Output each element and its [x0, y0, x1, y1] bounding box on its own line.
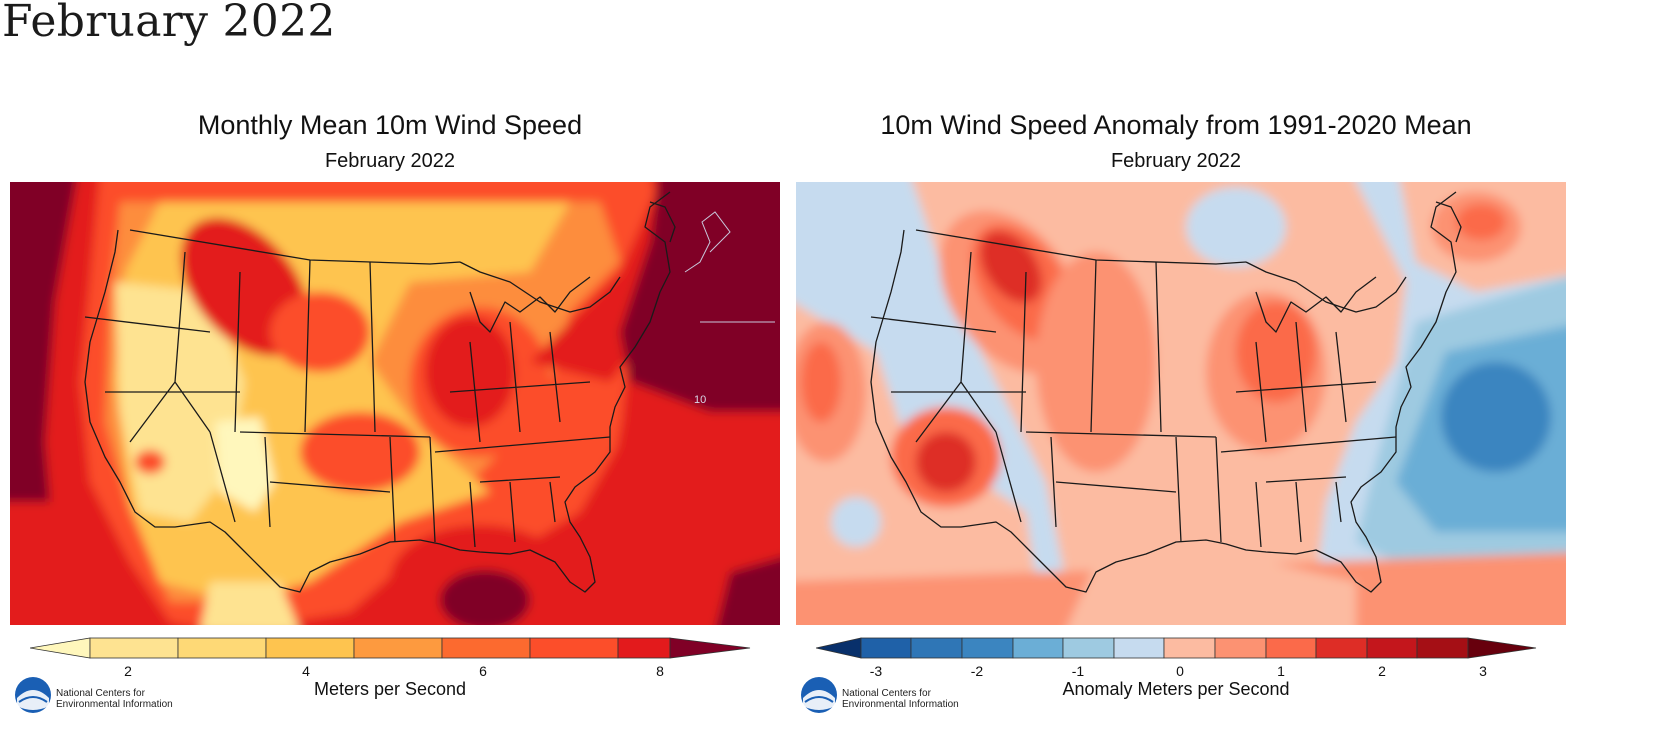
colorbar — [30, 633, 755, 663]
org-line-2: Environmental Information — [56, 699, 173, 710]
colorbar-tick: -3 — [869, 663, 883, 679]
map-subtitle: February 2022 — [1110, 150, 1242, 172]
colorbar-units-label: Anomaly Meters per Second — [1062, 679, 1290, 699]
colorbar — [816, 633, 1541, 663]
page-title: February 2022 — [2, 0, 336, 47]
org-line-1: National Centers for — [56, 688, 145, 699]
wind-speed-map-panel: Monthly Mean 10m Wind Speed February 202… — [0, 100, 780, 754]
colorbar-tick: -2 — [970, 663, 984, 679]
map-title: 10m Wind Speed Anomaly from 1991-2020 Me… — [880, 110, 1472, 140]
contour-label: 10 — [694, 394, 707, 406]
wind-anomaly-map — [796, 182, 1566, 625]
colorbar-units-label: Meters per Second — [313, 679, 467, 699]
map-subtitle: February 2022 — [324, 150, 456, 172]
colorbar-tick: 2 — [1378, 663, 1386, 679]
org-line-1: National Centers for — [842, 688, 931, 699]
colorbar-tick: 8 — [656, 663, 664, 679]
wind-speed-map: 10 — [10, 182, 780, 625]
colorbar-tick: 3 — [1479, 663, 1487, 679]
colorbar-tick: 6 — [479, 663, 487, 679]
noaa-logo — [800, 676, 838, 714]
org-credit: National Centers for Environmental Infor… — [842, 688, 959, 710]
colorbar-tick: 2 — [124, 663, 132, 679]
org-line-2: Environmental Information — [842, 699, 959, 710]
colorbar-tick: -1 — [1071, 663, 1085, 679]
colorbar-tick: 0 — [1176, 663, 1184, 679]
map-title: Monthly Mean 10m Wind Speed — [197, 110, 583, 140]
org-credit: National Centers for Environmental Infor… — [56, 688, 173, 710]
noaa-logo — [14, 676, 52, 714]
colorbar-tick: 1 — [1277, 663, 1285, 679]
wind-anomaly-map-panel: 10m Wind Speed Anomaly from 1991-2020 Me… — [786, 100, 1566, 754]
colorbar-tick: 4 — [302, 663, 310, 679]
